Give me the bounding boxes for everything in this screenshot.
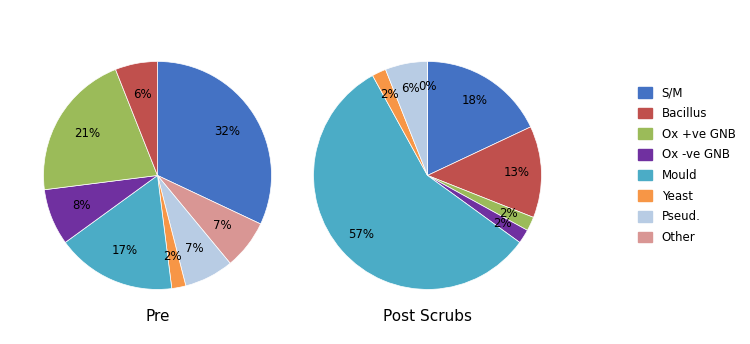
Text: 2%: 2% <box>164 249 182 262</box>
Wedge shape <box>44 69 158 190</box>
Text: 2%: 2% <box>499 207 517 220</box>
Text: 6%: 6% <box>401 82 420 95</box>
Legend: S/M, Bacillus, Ox +ve GNB, Ox -ve GNB, Mould, Yeast, Pseud., Other: S/M, Bacillus, Ox +ve GNB, Ox -ve GNB, M… <box>634 82 740 249</box>
Wedge shape <box>373 69 427 175</box>
Text: 57%: 57% <box>348 228 374 241</box>
Wedge shape <box>158 175 186 289</box>
Wedge shape <box>44 175 158 243</box>
Wedge shape <box>158 175 230 286</box>
Text: 2%: 2% <box>494 217 512 229</box>
Wedge shape <box>386 62 427 175</box>
Wedge shape <box>314 76 520 289</box>
Text: 13%: 13% <box>503 166 530 179</box>
Text: 7%: 7% <box>213 219 232 232</box>
Text: 0%: 0% <box>419 80 436 93</box>
Wedge shape <box>427 62 531 175</box>
Wedge shape <box>427 127 542 217</box>
Text: 17%: 17% <box>112 244 138 257</box>
Wedge shape <box>65 175 172 289</box>
Text: 8%: 8% <box>72 199 91 212</box>
Wedge shape <box>158 62 272 224</box>
Wedge shape <box>427 175 533 230</box>
Text: 21%: 21% <box>74 127 100 140</box>
Wedge shape <box>427 175 527 243</box>
Text: 6%: 6% <box>133 88 152 101</box>
Text: 32%: 32% <box>214 125 240 138</box>
Wedge shape <box>158 175 261 263</box>
Text: 2%: 2% <box>380 88 399 101</box>
Text: 7%: 7% <box>185 242 204 255</box>
Title: Pre: Pre <box>146 309 170 324</box>
Wedge shape <box>116 62 158 175</box>
Text: 18%: 18% <box>462 94 488 107</box>
Title: Post Scrubs: Post Scrubs <box>383 309 472 324</box>
